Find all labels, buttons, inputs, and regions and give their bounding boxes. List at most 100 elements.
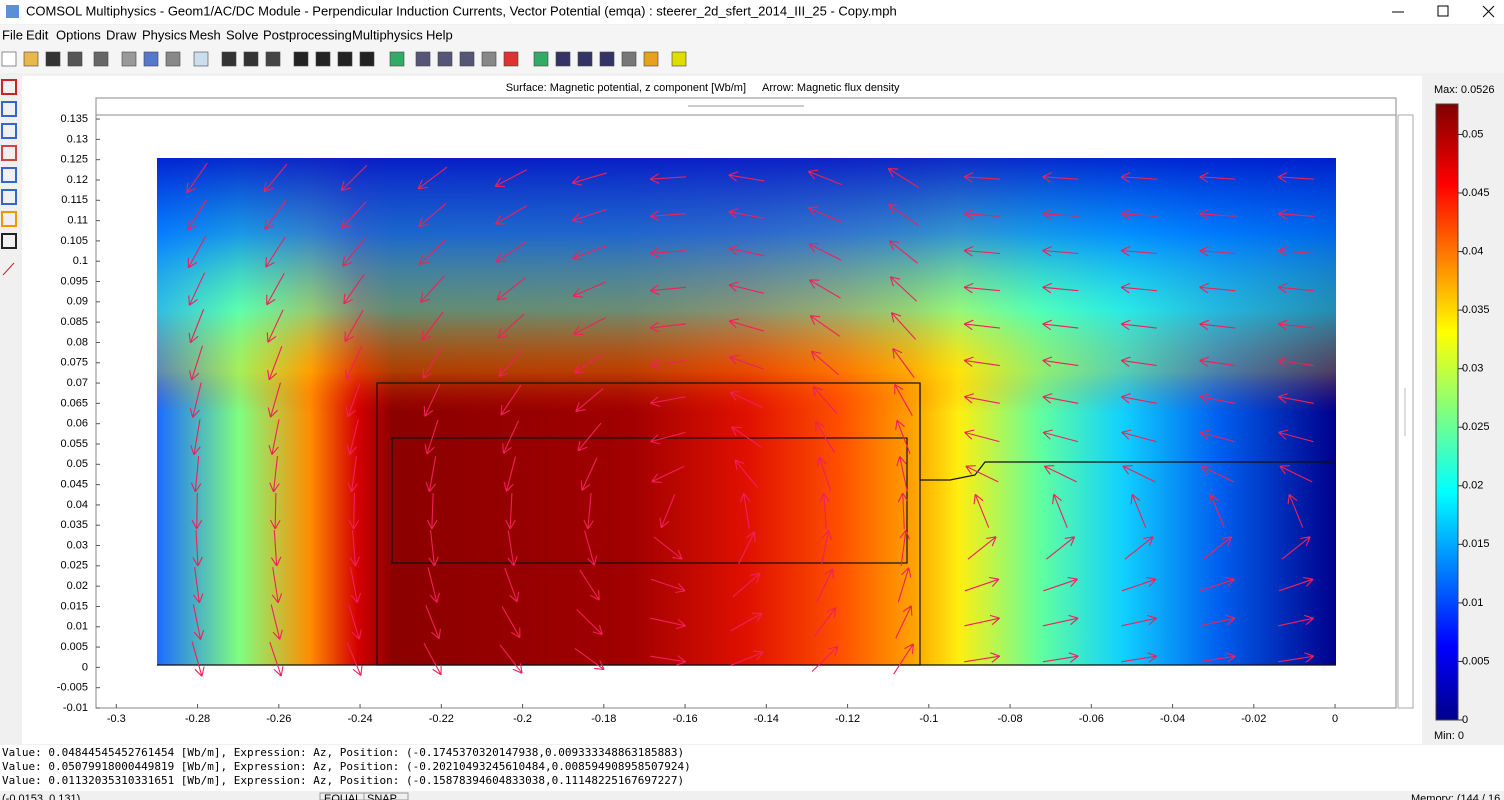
toolbar-button[interactable] bbox=[337, 51, 353, 67]
flux-arrow bbox=[815, 421, 835, 453]
menu-bar bbox=[0, 25, 1504, 47]
flux-arrow bbox=[963, 209, 1000, 220]
flux-arrow bbox=[732, 572, 761, 598]
tool-button[interactable] bbox=[1, 189, 17, 205]
x-tick-label: -0.04 bbox=[1160, 713, 1185, 725]
y-tick-label: 0.1 bbox=[73, 255, 88, 267]
arrow-field bbox=[186, 162, 1315, 677]
flux-arrow bbox=[1120, 356, 1157, 367]
toolbar-button[interactable] bbox=[1, 51, 17, 67]
menu-item[interactable]: Edit bbox=[26, 27, 49, 42]
flux-arrow bbox=[1042, 245, 1079, 257]
toolbar-button[interactable] bbox=[93, 51, 109, 67]
toolbar-button[interactable] bbox=[415, 51, 431, 67]
snap-button[interactable] bbox=[363, 792, 409, 800]
flux-arrow bbox=[1199, 652, 1236, 663]
toolbar-button[interactable] bbox=[437, 51, 453, 67]
flux-arrow bbox=[574, 648, 605, 671]
flux-arrow bbox=[499, 644, 523, 674]
flux-arrow bbox=[963, 319, 1000, 331]
toolbar-button[interactable] bbox=[533, 51, 549, 67]
flux-arrow bbox=[964, 429, 1000, 443]
flux-arrow bbox=[889, 276, 918, 302]
menu-item[interactable]: Physics bbox=[142, 27, 187, 42]
toolbar-button[interactable] bbox=[45, 51, 61, 67]
y-tick-label: 0.135 bbox=[60, 113, 88, 125]
status-line: Value: 0.04844545452761454 [Wb/m], Expre… bbox=[2, 746, 684, 759]
flux-arrow bbox=[576, 608, 603, 636]
flux-arrow bbox=[734, 459, 759, 489]
toolbar-button[interactable] bbox=[221, 51, 237, 67]
geometry-boundary bbox=[919, 383, 1336, 481]
close-button[interactable] bbox=[1482, 5, 1495, 18]
toolbar-button[interactable] bbox=[503, 51, 519, 67]
x-tick-label: -0.16 bbox=[673, 713, 698, 725]
flux-arrow bbox=[187, 235, 207, 269]
flux-arrow bbox=[268, 419, 280, 456]
flux-arrow bbox=[897, 567, 912, 603]
flux-arrow bbox=[649, 321, 686, 333]
toolbar-button[interactable] bbox=[599, 51, 615, 67]
tool-button[interactable] bbox=[1, 123, 17, 139]
status-equal[interactable]: EQUAL bbox=[324, 793, 361, 800]
tool-button[interactable] bbox=[1, 211, 17, 227]
tool-button[interactable] bbox=[1, 167, 17, 183]
toolbar-button[interactable] bbox=[265, 51, 281, 67]
menu-item[interactable]: Options bbox=[56, 27, 101, 42]
menu-item[interactable]: Draw bbox=[106, 27, 137, 42]
flux-arrow bbox=[963, 245, 1000, 257]
tool-button[interactable] bbox=[2, 262, 15, 276]
flux-arrow bbox=[505, 492, 516, 530]
maximize-button[interactable] bbox=[1437, 5, 1449, 17]
flux-arrow bbox=[728, 244, 765, 257]
toolbar-button[interactable] bbox=[121, 51, 137, 67]
toolbar-button[interactable] bbox=[577, 51, 593, 67]
flux-arrow bbox=[346, 642, 363, 677]
flux-arrow bbox=[498, 349, 524, 378]
flux-arrow bbox=[1120, 245, 1157, 257]
flux-arrow bbox=[1124, 536, 1154, 560]
flux-arrow bbox=[964, 614, 1000, 627]
flux-arrow bbox=[649, 247, 686, 259]
menu-item[interactable]: Multiphysics bbox=[352, 27, 423, 42]
menu-item[interactable]: Help bbox=[426, 27, 453, 42]
tool-button[interactable] bbox=[1, 145, 17, 161]
toolbar-button[interactable] bbox=[315, 51, 331, 67]
toolbar-button[interactable] bbox=[481, 51, 497, 67]
tool-button[interactable] bbox=[1, 79, 17, 95]
menu-item[interactable]: File bbox=[2, 27, 23, 42]
flux-arrow bbox=[1120, 209, 1157, 220]
menu-item[interactable]: Postprocessing bbox=[263, 27, 352, 42]
menu-item[interactable]: Solve bbox=[226, 27, 259, 42]
flux-arrow bbox=[270, 492, 281, 530]
toolbar-button[interactable] bbox=[243, 51, 259, 67]
toolbar-button[interactable] bbox=[459, 51, 475, 67]
tool-button[interactable] bbox=[1, 101, 17, 117]
flux-arrow bbox=[190, 419, 201, 456]
flux-arrow bbox=[343, 273, 365, 305]
toolbar-button[interactable] bbox=[389, 51, 405, 67]
y-tick-label: 0.065 bbox=[60, 397, 88, 409]
flux-arrow bbox=[425, 456, 437, 493]
toolbar-button[interactable] bbox=[671, 51, 687, 67]
status-snap[interactable]: SNAP bbox=[367, 793, 397, 800]
toolbar-button[interactable] bbox=[621, 51, 637, 67]
toolbar-button[interactable] bbox=[555, 51, 571, 67]
toolbar-button[interactable] bbox=[165, 51, 181, 67]
flux-arrow bbox=[1042, 172, 1079, 183]
toolbar-button[interactable] bbox=[293, 51, 309, 67]
toolbar-button[interactable] bbox=[359, 51, 375, 67]
flux-arrow bbox=[269, 641, 284, 677]
toolbar-button[interactable] bbox=[643, 51, 659, 67]
menu-item[interactable]: Mesh bbox=[189, 27, 221, 42]
toolbar-button[interactable] bbox=[23, 51, 39, 67]
surface-title: Surface: Magnetic potential, z component… bbox=[506, 82, 746, 94]
flux-arrow bbox=[571, 172, 607, 186]
flux-arrow bbox=[894, 383, 913, 416]
toolbar-button[interactable] bbox=[67, 51, 83, 67]
toolbar-button[interactable] bbox=[193, 51, 209, 67]
colorbar-min: Min: 0 bbox=[1434, 730, 1464, 742]
flux-arrow bbox=[650, 655, 687, 666]
tool-button[interactable] bbox=[1, 233, 17, 249]
toolbar-button[interactable] bbox=[143, 51, 159, 67]
